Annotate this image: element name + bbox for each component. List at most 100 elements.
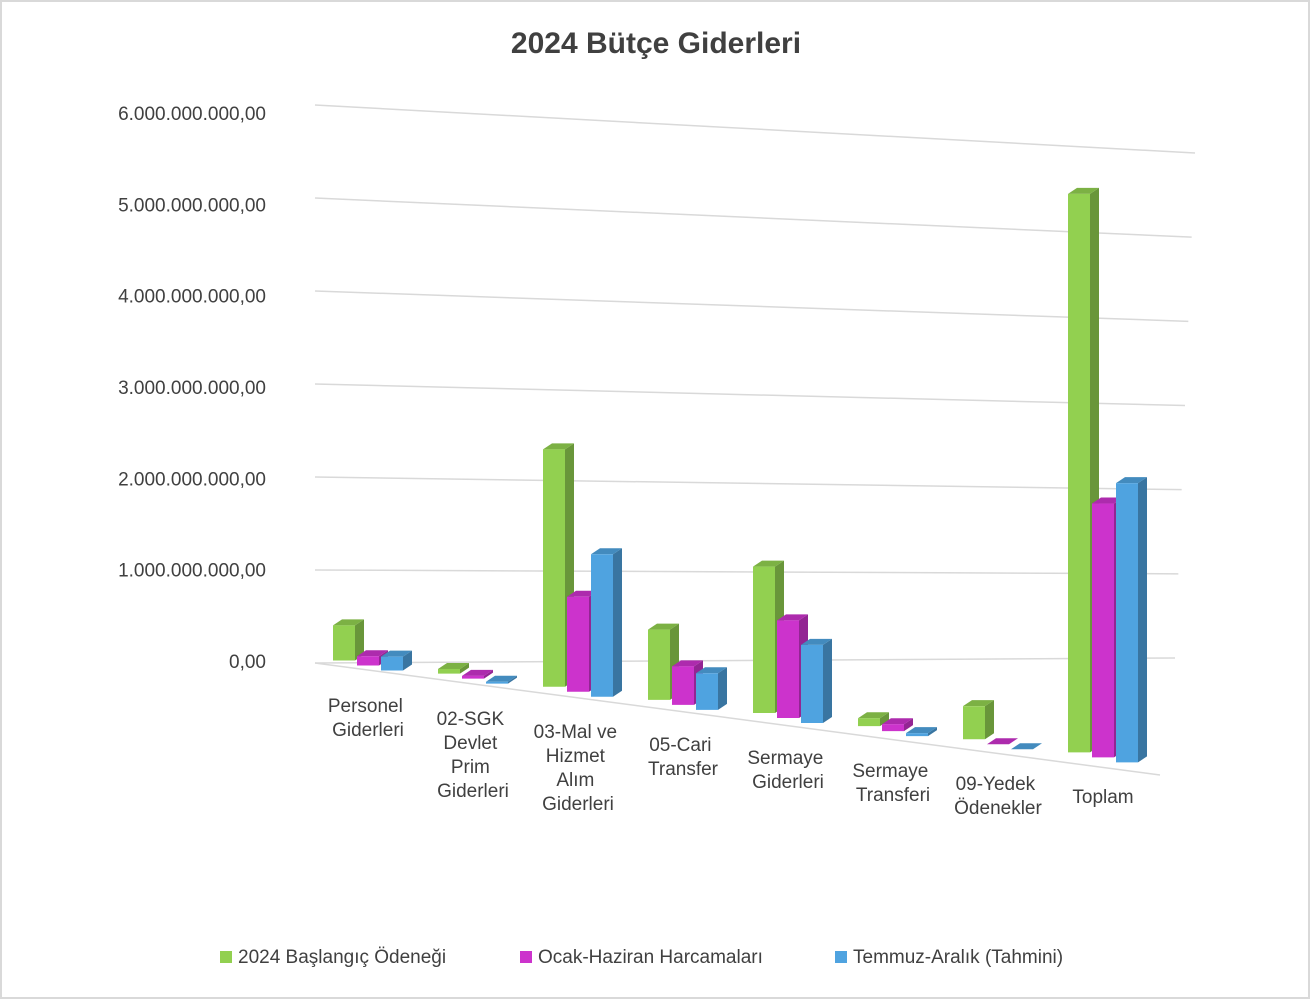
bar-side — [355, 619, 364, 661]
bar — [438, 662, 469, 674]
bar — [882, 718, 913, 732]
bar-front — [1092, 503, 1114, 758]
grid-line — [314, 383, 1186, 407]
bar-top — [858, 712, 889, 719]
bar-side — [460, 662, 469, 674]
bar-top — [648, 623, 679, 630]
bar-side — [904, 718, 913, 732]
bar — [591, 548, 622, 697]
bar-side — [403, 650, 412, 671]
bar-top — [906, 727, 937, 734]
bar — [963, 700, 994, 740]
bar-top — [882, 718, 913, 725]
legend-swatch — [220, 951, 232, 963]
bar-front — [462, 675, 484, 679]
legend-label: 2024 Başlangıç Ödeneği — [238, 947, 446, 968]
grid-line — [314, 290, 1189, 323]
bar-front — [648, 629, 670, 700]
bar — [696, 667, 727, 710]
bar-front — [438, 668, 460, 674]
bar-front — [1068, 193, 1090, 753]
bar — [486, 675, 517, 684]
y-tick-label: 0,00 — [229, 652, 266, 673]
bar-front — [777, 620, 799, 718]
bar-front — [858, 718, 880, 727]
bar — [381, 650, 412, 671]
bar — [987, 738, 1018, 745]
bar — [801, 638, 832, 723]
grid-line — [314, 476, 1182, 491]
grid-line — [314, 197, 1192, 238]
chart-title: 2024 Bütçe Giderleri — [511, 27, 801, 60]
y-tick-label: 2.000.000.000,00 — [118, 469, 266, 490]
bar-front — [543, 449, 565, 687]
bar-side — [508, 675, 517, 684]
legend-label: Ocak-Haziran Harcamaları — [538, 947, 763, 968]
bar-top — [462, 669, 493, 676]
bar-front — [1116, 483, 1138, 763]
x-tick-label: Sermaye Giderleri — [747, 748, 828, 793]
bar-top — [543, 443, 574, 450]
floor-edge — [314, 662, 1161, 776]
legend-label: Temmuz-Aralık (Tahmini) — [853, 947, 1063, 968]
y-tick-label: 4.000.000.000,00 — [118, 287, 266, 308]
bar-top — [591, 548, 622, 555]
bar-front — [963, 706, 985, 740]
bar-top — [963, 700, 994, 707]
legend-swatch — [835, 951, 847, 963]
grid-line — [314, 104, 1196, 154]
grid-line — [314, 657, 1176, 664]
bar-front — [567, 596, 589, 692]
bar-top — [1116, 477, 1147, 484]
bar-front — [486, 681, 508, 684]
bar-top — [1068, 187, 1099, 194]
bar-top — [696, 667, 727, 674]
bar — [333, 619, 364, 661]
bar-top — [1092, 497, 1123, 504]
y-tick-label: 6.000.000.000,00 — [118, 104, 266, 125]
bar-side — [928, 727, 937, 737]
bar-top — [777, 614, 808, 621]
x-tick-label: Sermaye Transferi — [852, 761, 933, 806]
y-tick-label: 3.000.000.000,00 — [118, 378, 266, 399]
bar-top — [672, 660, 703, 667]
bar-top — [333, 619, 364, 626]
bar — [462, 669, 493, 679]
bar-side — [484, 669, 493, 679]
bar-front — [357, 656, 379, 666]
x-tick-label: 05-Cari Transfer — [648, 735, 719, 780]
bar-front — [696, 673, 718, 710]
bar — [858, 712, 889, 727]
bar-top — [987, 738, 1018, 745]
bar-side — [823, 638, 832, 723]
bar-front — [381, 656, 403, 671]
bar-top — [486, 675, 517, 682]
bar-top — [438, 662, 469, 669]
bar — [906, 727, 937, 737]
bar-side — [880, 712, 889, 727]
legend-swatch — [520, 951, 532, 963]
bar-side — [985, 700, 994, 740]
grid-line — [314, 569, 1179, 575]
bar-front — [591, 554, 613, 697]
bar-front — [801, 644, 823, 723]
bar-top — [801, 638, 832, 645]
bar-side — [1138, 477, 1147, 763]
bar-side — [613, 548, 622, 697]
bar — [1116, 477, 1147, 763]
bar-top — [753, 560, 784, 567]
bar-top — [357, 650, 388, 657]
bar-top — [567, 590, 598, 597]
x-tick-label: 03-Mal ve Hizmet Alım Giderleri — [534, 722, 623, 815]
x-tick-label: Toplam — [1072, 787, 1133, 808]
bar-front — [753, 566, 775, 713]
bar-top — [1011, 743, 1042, 750]
bar-side — [718, 667, 727, 710]
bar-front — [882, 724, 904, 732]
bar-front — [672, 666, 694, 705]
y-tick-label: 5.000.000.000,00 — [118, 195, 266, 216]
y-tick-label: 1.000.000.000,00 — [118, 561, 266, 582]
bar-front — [333, 625, 355, 661]
bar-top — [381, 650, 412, 657]
